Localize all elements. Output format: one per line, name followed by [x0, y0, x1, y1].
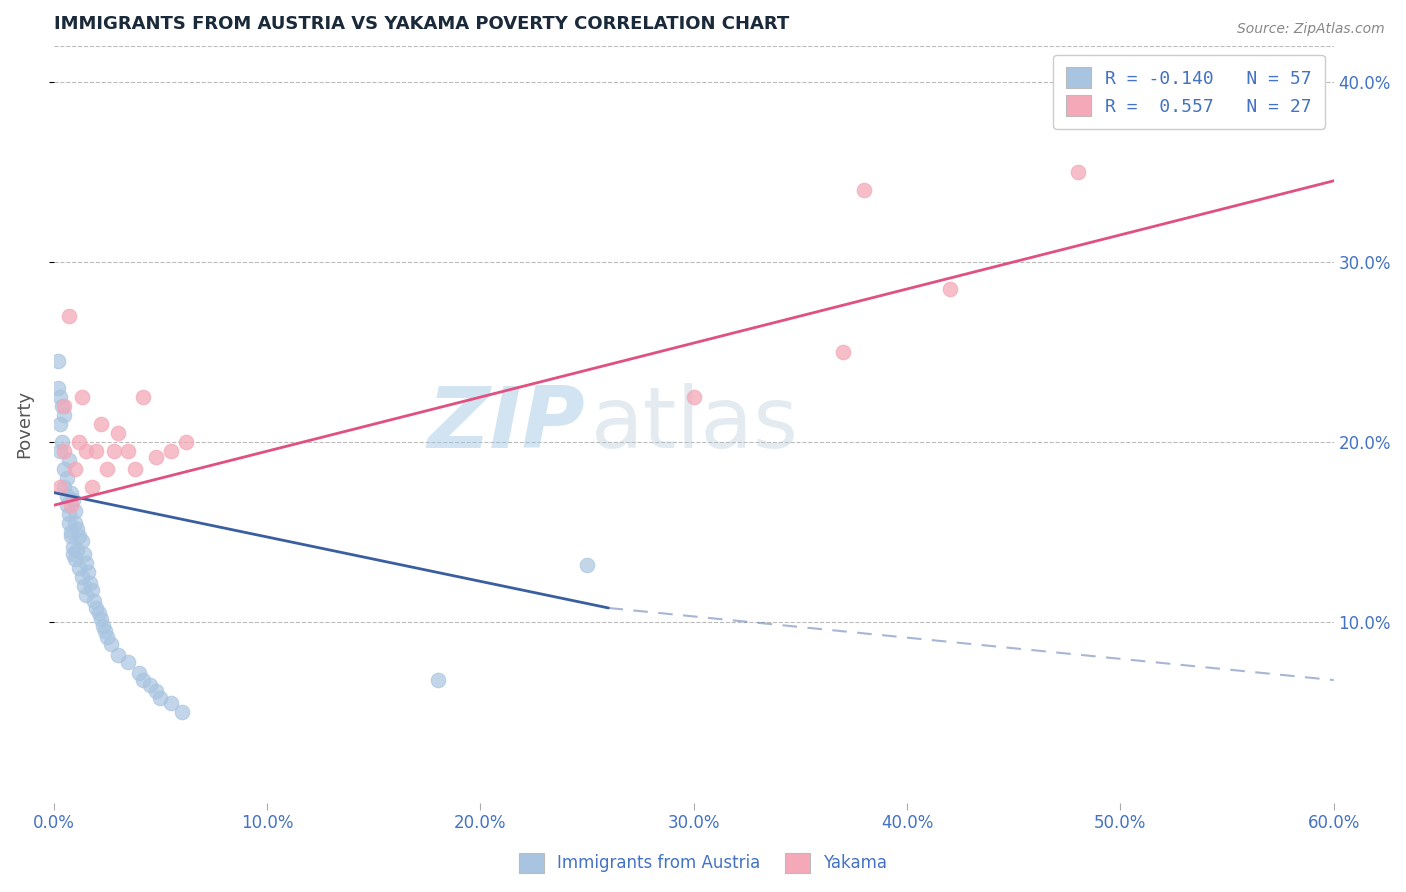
Point	[96, 462, 118, 476]
Point	[1066, 165, 1088, 179]
Text: ZIP: ZIP	[427, 383, 585, 466]
Point	[53, 462, 76, 476]
Point	[117, 655, 139, 669]
Point	[91, 619, 114, 633]
Point	[75, 588, 97, 602]
Point	[132, 390, 155, 404]
Point	[59, 529, 82, 543]
Point	[86, 444, 108, 458]
Text: Source: ZipAtlas.com: Source: ZipAtlas.com	[1237, 22, 1385, 37]
Point	[124, 462, 146, 476]
Point	[63, 552, 86, 566]
Point	[53, 408, 76, 422]
Point	[55, 489, 77, 503]
Point	[66, 522, 89, 536]
Point	[79, 575, 101, 590]
Point	[73, 547, 96, 561]
Point	[63, 503, 86, 517]
Point	[66, 543, 89, 558]
Point	[128, 665, 150, 680]
Point	[58, 453, 80, 467]
Point	[90, 612, 112, 626]
Point	[132, 673, 155, 687]
Point	[46, 354, 69, 368]
Point	[55, 471, 77, 485]
Point	[70, 534, 93, 549]
Point	[82, 582, 104, 597]
Point	[62, 547, 84, 561]
Point	[51, 399, 73, 413]
Point	[149, 691, 172, 706]
Point	[63, 462, 86, 476]
Legend: R = -0.140   N = 57, R =  0.557   N = 27: R = -0.140 N = 57, R = 0.557 N = 27	[1053, 54, 1324, 129]
Point	[170, 706, 193, 720]
Text: IMMIGRANTS FROM AUSTRIA VS YAKAMA POVERTY CORRELATION CHART: IMMIGRANTS FROM AUSTRIA VS YAKAMA POVERT…	[53, 15, 789, 33]
Point	[73, 579, 96, 593]
Point	[938, 282, 960, 296]
Point	[145, 684, 167, 698]
Point	[1152, 84, 1174, 98]
Point	[53, 480, 76, 494]
Point	[682, 390, 704, 404]
Point	[117, 444, 139, 458]
Y-axis label: Poverty: Poverty	[15, 390, 32, 458]
Point	[145, 450, 167, 464]
Point	[86, 601, 108, 615]
Point	[62, 492, 84, 507]
Point	[67, 435, 90, 450]
Point	[58, 516, 80, 531]
Point	[107, 426, 129, 441]
Point	[51, 435, 73, 450]
Text: atlas: atlas	[592, 383, 800, 466]
Point	[77, 565, 100, 579]
Point	[59, 485, 82, 500]
Point	[49, 444, 72, 458]
Point	[107, 648, 129, 662]
Point	[46, 381, 69, 395]
Point	[58, 309, 80, 323]
Point	[576, 558, 599, 572]
Point	[853, 183, 876, 197]
Point	[70, 570, 93, 584]
Point	[94, 624, 117, 639]
Point	[82, 480, 104, 494]
Point	[59, 498, 82, 512]
Legend: Immigrants from Austria, Yakama: Immigrants from Austria, Yakama	[512, 847, 894, 880]
Point	[62, 540, 84, 554]
Point	[59, 525, 82, 540]
Point	[832, 345, 855, 359]
Point	[67, 561, 90, 575]
Point	[67, 529, 90, 543]
Point	[70, 390, 93, 404]
Point	[75, 444, 97, 458]
Point	[58, 508, 80, 522]
Point	[63, 516, 86, 531]
Point	[96, 630, 118, 644]
Point	[426, 673, 449, 687]
Point	[53, 444, 76, 458]
Point	[49, 390, 72, 404]
Point	[49, 480, 72, 494]
Point	[103, 444, 125, 458]
Point	[55, 498, 77, 512]
Point	[160, 444, 183, 458]
Point	[53, 399, 76, 413]
Point	[75, 556, 97, 570]
Point	[139, 678, 162, 692]
Point	[83, 593, 105, 607]
Point	[49, 417, 72, 431]
Point	[100, 637, 122, 651]
Point	[160, 697, 183, 711]
Point	[87, 607, 110, 621]
Point	[174, 435, 197, 450]
Point	[90, 417, 112, 431]
